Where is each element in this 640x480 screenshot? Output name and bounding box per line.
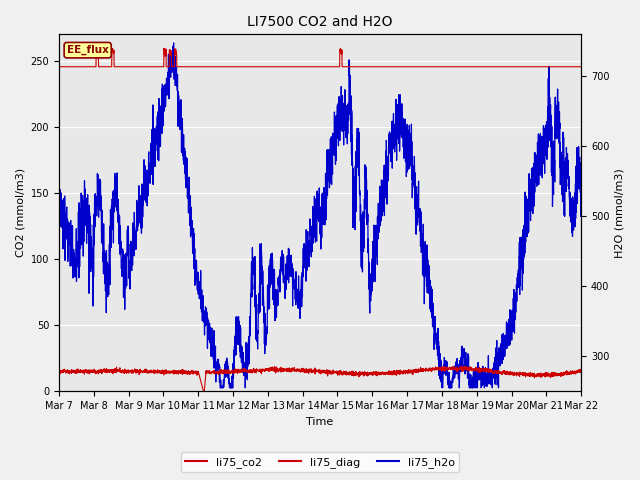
X-axis label: Time: Time: [307, 417, 333, 427]
li75_h2o: [256, 283, 264, 289]
li75_diag: [278, 367, 286, 373]
Legend: li75_co2, li75_diag, li75_h2o: li75_co2, li75_diag, li75_h2o: [180, 452, 460, 472]
Y-axis label: CO2 (mmol/m3): CO2 (mmol/m3): [15, 168, 25, 257]
li75_co2: [115, 64, 122, 70]
li75_co2: [511, 64, 518, 70]
Text: EE_flux: EE_flux: [67, 45, 109, 55]
li75_h2o: [511, 303, 519, 309]
li75_diag: [577, 368, 585, 373]
li75_h2o: [55, 191, 63, 196]
li75_diag: [511, 372, 519, 377]
Y-axis label: H2O (mmol/m3): H2O (mmol/m3): [615, 168, 625, 258]
Line: li75_diag: li75_diag: [59, 366, 581, 391]
li75_diag: [146, 369, 154, 375]
li75_diag: [200, 388, 207, 394]
li75_co2: [146, 64, 154, 70]
li75_co2: [577, 64, 585, 70]
Title: LI7500 CO2 and H2O: LI7500 CO2 and H2O: [247, 15, 393, 29]
li75_h2o: [216, 385, 224, 391]
Line: li75_h2o: li75_h2o: [59, 43, 581, 388]
li75_h2o: [146, 175, 154, 181]
li75_h2o: [577, 194, 585, 200]
Line: li75_co2: li75_co2: [59, 48, 581, 67]
li75_diag: [457, 363, 465, 369]
li75_h2o: [170, 40, 177, 46]
li75_co2: [278, 64, 286, 70]
li75_co2: [567, 64, 575, 70]
li75_h2o: [115, 206, 122, 212]
li75_diag: [255, 368, 263, 374]
li75_diag: [568, 369, 575, 374]
li75_h2o: [278, 248, 286, 253]
li75_diag: [55, 368, 63, 373]
li75_h2o: [568, 216, 575, 222]
li75_co2: [255, 64, 263, 70]
li75_diag: [115, 368, 122, 373]
li75_co2: [160, 46, 168, 51]
li75_co2: [55, 64, 63, 70]
